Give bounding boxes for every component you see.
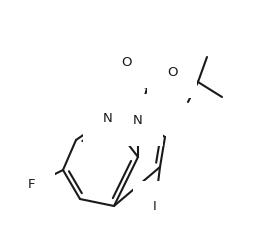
Text: N: N bbox=[133, 114, 143, 127]
Text: N: N bbox=[103, 111, 113, 124]
Text: F: F bbox=[27, 178, 35, 190]
Text: O: O bbox=[122, 55, 132, 69]
Text: O: O bbox=[167, 65, 177, 79]
Text: I: I bbox=[153, 200, 157, 213]
